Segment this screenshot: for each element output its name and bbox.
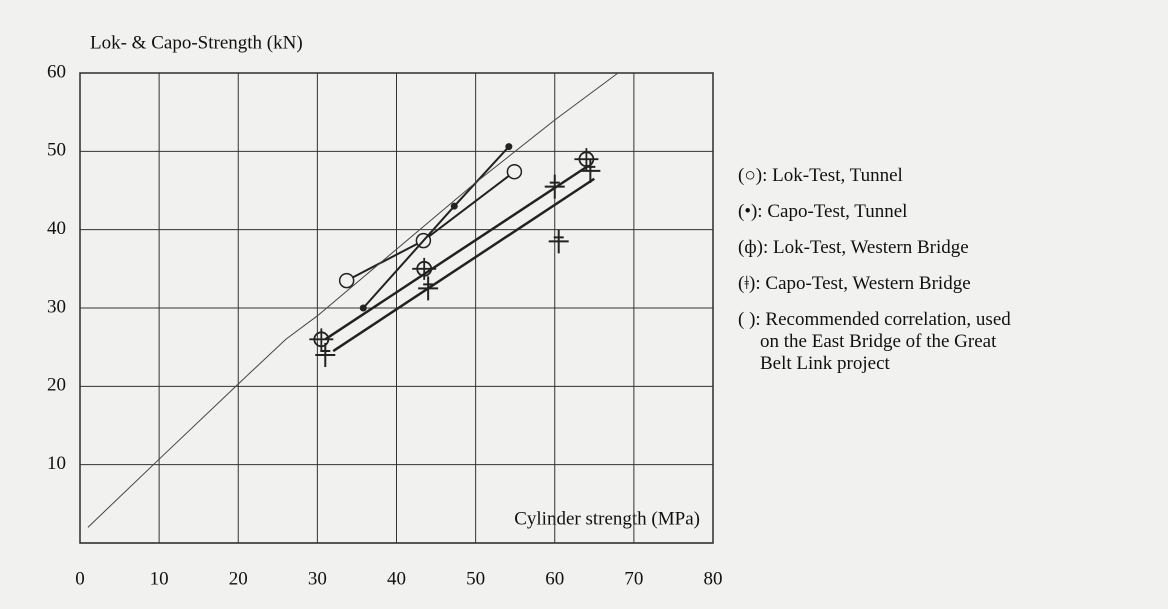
y-tick-label: 50 bbox=[47, 140, 66, 161]
point bbox=[309, 328, 334, 351]
y-axis-label: Lok- & Capo-Strength (kN) bbox=[90, 32, 303, 53]
x-tick-label: 10 bbox=[150, 568, 169, 589]
y-tick-label: 10 bbox=[47, 453, 66, 474]
x-tick-label: 80 bbox=[704, 568, 723, 589]
point bbox=[580, 158, 601, 183]
x-tick-label: 30 bbox=[308, 568, 327, 589]
point bbox=[418, 276, 439, 301]
x-tick-label: 50 bbox=[466, 568, 485, 589]
point bbox=[359, 304, 367, 312]
point bbox=[412, 257, 437, 280]
point bbox=[544, 174, 565, 199]
x-tick-label: 70 bbox=[624, 568, 643, 589]
y-tick-label: 40 bbox=[47, 218, 66, 239]
legend-entry: (○): Lok-Test, Tunnel bbox=[738, 165, 903, 186]
fit-line bbox=[332, 177, 596, 353]
x-tick-label: 20 bbox=[229, 568, 248, 589]
y-tick-label: 60 bbox=[47, 61, 66, 82]
legend: (○): Lok-Test, Tunnel (•): Capo-Test, Tun… bbox=[738, 165, 1158, 389]
legend-entry: (ф): Lok-Test, Western Bridge bbox=[738, 237, 969, 258]
point bbox=[450, 202, 458, 210]
point bbox=[506, 163, 523, 180]
x-tick-label: 60 bbox=[545, 568, 564, 589]
legend-entry: ( ): Recommended correlation, used on th… bbox=[738, 309, 1011, 374]
x-tick-label: 0 bbox=[75, 568, 85, 589]
point bbox=[548, 229, 569, 254]
legend-entry: (ǂ): Capo-Test, Western Bridge bbox=[738, 273, 971, 294]
x-tick-label: 40 bbox=[387, 568, 406, 589]
legend-entry: (•): Capo-Test, Tunnel bbox=[738, 201, 908, 222]
y-tick-label: 20 bbox=[47, 375, 66, 396]
point bbox=[338, 272, 355, 289]
correlation-line bbox=[87, 72, 619, 528]
x-axis-label: Cylinder strength (MPa) bbox=[514, 508, 700, 529]
point bbox=[315, 343, 336, 367]
fit-line bbox=[324, 165, 588, 341]
point bbox=[505, 143, 513, 151]
y-tick-label: 30 bbox=[47, 296, 66, 317]
